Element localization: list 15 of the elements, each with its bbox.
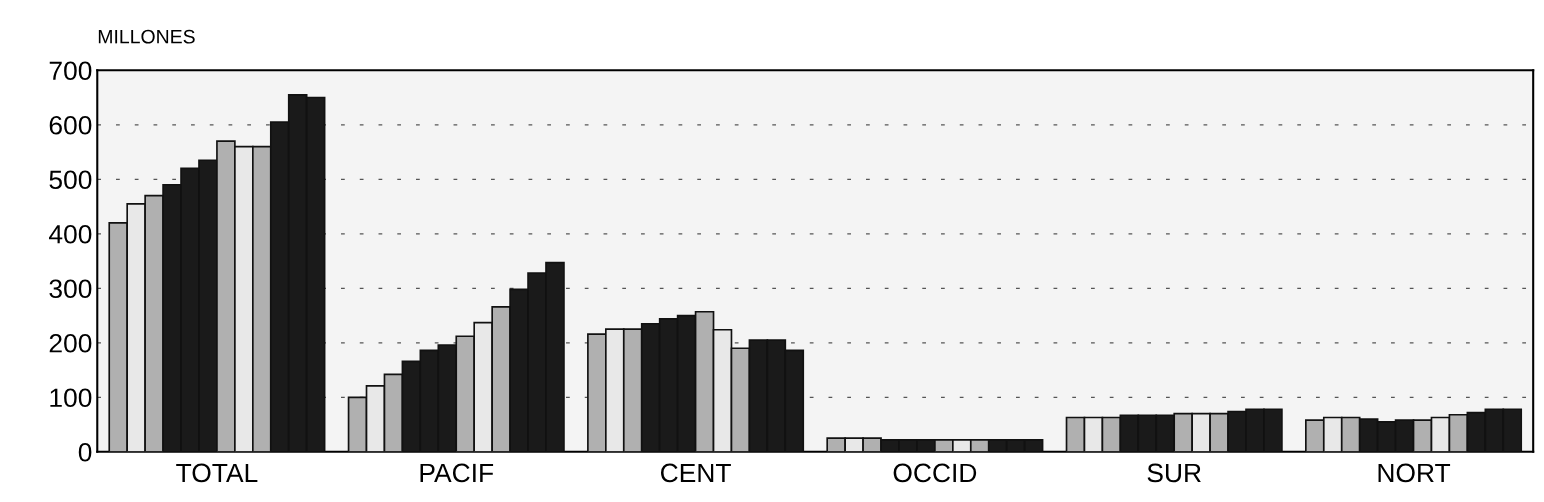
x-tick-label: PACIF: [420, 463, 494, 483]
y-tick-label: 300: [49, 279, 92, 299]
y-tick-label: 700: [49, 61, 92, 81]
y-tick-label: 500: [49, 170, 92, 190]
x-tick-label: TOTAL: [176, 463, 258, 483]
x-tick-label: CENT: [660, 463, 731, 483]
x-tick-label: NORT: [1378, 463, 1451, 483]
x-tick-label: SUR: [1147, 463, 1201, 483]
x-tick-label: OCCID: [893, 463, 977, 483]
y-axis-title: MILLONES: [98, 29, 195, 44]
y-tick-label: 600: [49, 115, 92, 135]
y-tick-label: 100: [50, 388, 92, 408]
y-tick-label: 0: [78, 442, 92, 462]
y-tick-label: 200: [49, 333, 92, 353]
y-tick-label: 400: [48, 224, 92, 244]
